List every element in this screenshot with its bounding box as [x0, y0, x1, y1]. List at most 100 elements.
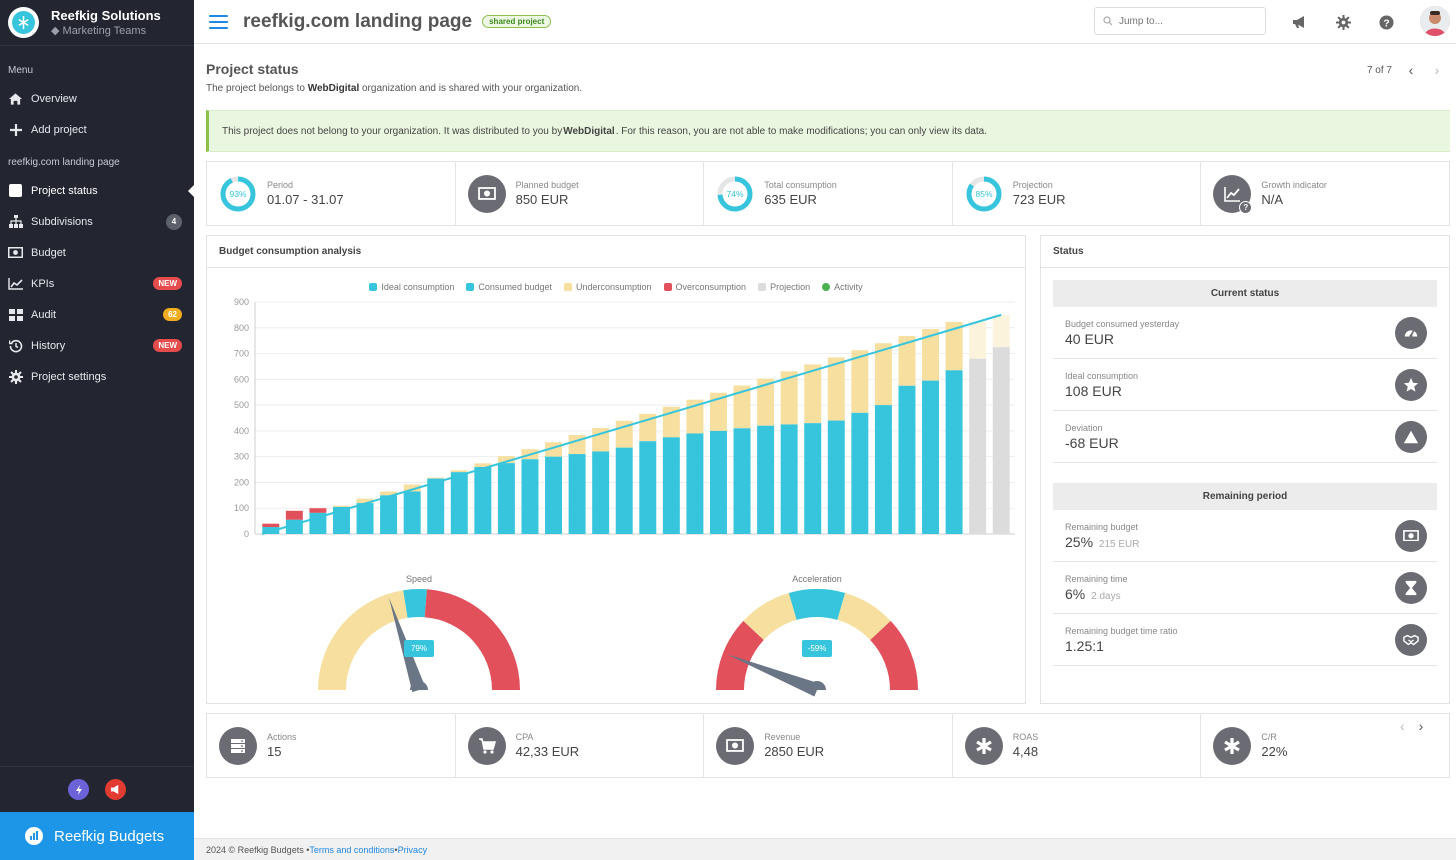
sidebar-item-project-status[interactable]: Project status: [0, 175, 194, 206]
y-tick-label: 300: [234, 452, 249, 462]
stat-label: ROAS: [1012, 732, 1039, 742]
sidebar-item-history[interactable]: History NEW: [0, 330, 194, 361]
gear-icon[interactable]: [1334, 13, 1352, 31]
money-icon: [1395, 519, 1427, 552]
underconsumption-bar: [922, 329, 940, 381]
announcement-button[interactable]: [105, 779, 126, 800]
hamburger-menu-icon[interactable]: [209, 11, 228, 33]
chevron-left-icon[interactable]: ‹: [1408, 62, 1414, 78]
sidebar-item-project-settings[interactable]: Project settings: [0, 361, 194, 392]
status-value: 6%: [1065, 585, 1086, 602]
chevron-right-icon[interactable]: ›: [1434, 62, 1440, 78]
megaphone-icon[interactable]: [1291, 13, 1309, 31]
stat-value: N/A: [1261, 192, 1284, 207]
underconsumption-bar: [945, 321, 963, 371]
search-input[interactable]: [1119, 15, 1259, 27]
sidebar-item-budget[interactable]: Budget: [0, 237, 194, 268]
gauge-dial: [716, 589, 918, 697]
cart-icon: [467, 726, 506, 765]
status-row-remaining-time: Remaining time 6% 2 days: [1053, 562, 1437, 614]
kpi-prev-icon[interactable]: ‹: [1400, 718, 1405, 734]
legend-item-underconsumption[interactable]: Underconsumption: [563, 282, 652, 292]
gauge-value: 79%: [404, 640, 434, 657]
legend-label: Activity: [834, 282, 863, 292]
overconsumption-bar: [309, 508, 327, 513]
lightning-button[interactable]: [68, 779, 89, 800]
underconsumption-bar: [757, 378, 775, 426]
star-icon: [1395, 368, 1427, 401]
asterisk-icon: [964, 726, 1003, 765]
underconsumption-bar: [332, 505, 350, 507]
jump-to-search[interactable]: [1094, 7, 1266, 35]
underconsumption-bar: [356, 498, 374, 504]
stat-label: Revenue: [764, 732, 801, 742]
legend-item-ideal-consumption[interactable]: Ideal consumption: [369, 282, 454, 292]
overconsumption-bar: [285, 510, 303, 520]
sidebar-item-label: Project settings: [31, 370, 107, 383]
legend-swatch: [663, 283, 672, 291]
chart-icon: [25, 827, 43, 845]
sitemap-icon: [8, 214, 23, 229]
product-switcher[interactable]: Reefkig Budgets: [0, 812, 194, 860]
square-icon: [8, 183, 23, 198]
gauge-title: Acceleration: [792, 574, 842, 584]
underconsumption-bar: [733, 385, 751, 429]
stat-label: Period: [267, 180, 294, 190]
chart-legend: Ideal consumption Consumed budget Underc…: [207, 282, 1025, 292]
brand-subtitle: ◆ Marketing Teams: [51, 25, 147, 37]
sidebar-item-add-project[interactable]: Add project: [0, 114, 194, 145]
sidebar-item-overview[interactable]: Overview: [0, 83, 194, 114]
gauge-needle: [726, 654, 820, 697]
consumed-bar: [780, 424, 798, 534]
terms-link[interactable]: Terms and conditions: [309, 844, 395, 855]
legend-swatch: [822, 283, 831, 291]
menu-section-title: Menu: [8, 65, 34, 76]
budget-chart: 900 800 700 600 500 400 300 200 100 0: [234, 297, 1015, 539]
consumed-bar: [521, 459, 539, 534]
underconsumption-bar: [780, 371, 798, 425]
kpi-next-icon[interactable]: ›: [1418, 718, 1424, 734]
user-avatar[interactable]: [1420, 6, 1450, 36]
status-value: 1.25:1: [1065, 637, 1104, 654]
status-label: Deviation: [1065, 422, 1103, 433]
consumed-bar: [898, 385, 916, 534]
stat-label: Growth indicator: [1261, 180, 1327, 190]
sidebar-item-subdivisions[interactable]: Subdivisions 4: [0, 206, 194, 237]
brand[interactable]: Reefkig Solutions ◆ Marketing Teams: [0, 0, 194, 46]
underconsumption-bar: [403, 484, 421, 492]
progress-ring: 85%: [966, 176, 1002, 211]
underconsumption-bar: [450, 470, 468, 473]
consumed-bar: [733, 428, 751, 534]
growth-icon: ?: [1213, 174, 1253, 214]
consumed-bar: [639, 441, 657, 534]
stat-projection: 85% Projection 723 EUR: [953, 162, 1202, 225]
stat-total-consumption: 74% Total consumption 635 EUR: [704, 162, 953, 225]
help-icon[interactable]: ?: [1377, 13, 1395, 31]
underconsumption-bar: [709, 392, 727, 431]
top-bar: reefkig.com landing page shared project …: [194, 0, 1456, 44]
consumed-bar: [450, 472, 468, 534]
stat-label: Planned budget: [515, 180, 579, 190]
status-panel-title: Status: [1041, 236, 1449, 268]
legend-swatch: [563, 283, 572, 291]
stat-value: 42,33 EUR: [515, 744, 580, 759]
legend-item-activity[interactable]: Activity: [822, 282, 863, 292]
legend-item-projection[interactable]: Projection: [758, 282, 810, 292]
read-only-notice: This project does not belong to your org…: [206, 110, 1450, 152]
ideal-consumption-line: [262, 313, 1002, 535]
consumed-bar: [380, 495, 398, 534]
sidebar-item-audit[interactable]: Audit 62: [0, 299, 194, 330]
progress-ring: 93%: [220, 176, 256, 211]
legend-item-consumed-budget[interactable]: Consumed budget: [466, 282, 552, 292]
stat-planned-budget: Planned budget 850 EUR: [456, 162, 705, 225]
consumed-bar: [356, 503, 374, 534]
underconsumption-bar: [497, 456, 515, 464]
consumed-bar: [874, 405, 892, 534]
status-label: Remaining time: [1065, 573, 1128, 584]
legend-item-overconsumption[interactable]: Overconsumption: [663, 282, 746, 292]
sidebar-item-kpis[interactable]: KPIs NEW: [0, 268, 194, 299]
privacy-link[interactable]: Privacy: [397, 844, 428, 855]
gear-icon: [8, 369, 23, 384]
status-sub-value: 215 EUR: [1098, 538, 1140, 550]
tag-icon: ◆: [51, 25, 60, 37]
